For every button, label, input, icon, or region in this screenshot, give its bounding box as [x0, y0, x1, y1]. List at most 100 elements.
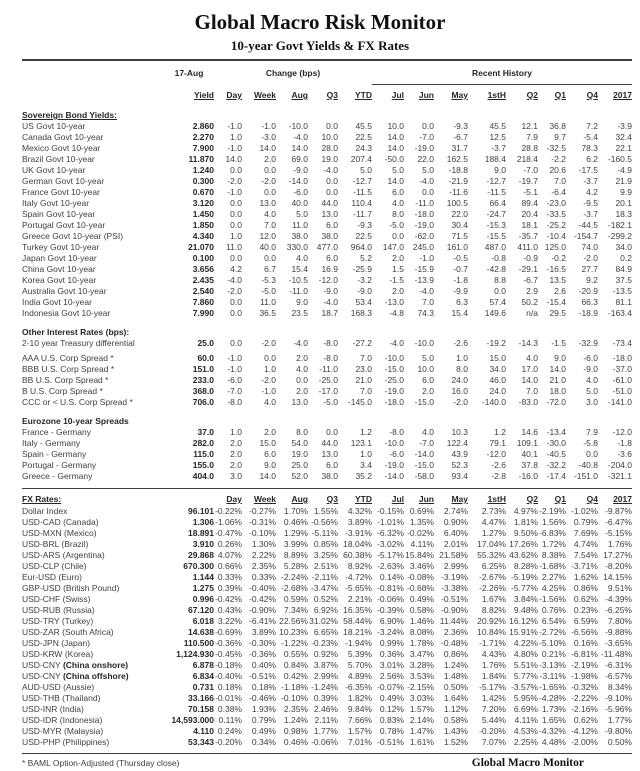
cell: 1.42% [481, 693, 506, 703]
cell: 4.48% [541, 737, 566, 747]
cell: 19.0 [321, 154, 338, 164]
cell: 0.40% [251, 660, 276, 670]
cell: 43.9 [451, 449, 468, 459]
cell: 10.0 [321, 132, 338, 142]
cell: -5.10% [539, 638, 566, 648]
cell: -5.0 [261, 286, 276, 296]
table-row: B U.S. Corp Spread * 368.0 -7.0 -1.0 2.0 -17.… [22, 386, 632, 397]
cell: 4.340 [192, 231, 214, 241]
cell: -32.5 [546, 143, 566, 153]
cell: 13.0 [259, 198, 276, 208]
cell: -1.0 [227, 187, 242, 197]
row-label: B U.S. Corp Spread * [22, 386, 103, 396]
cell: 81.1 [615, 297, 632, 307]
row-label: US Govt 10-year [22, 121, 86, 131]
cell: 13.0 [291, 397, 308, 407]
cell: -0.08% [407, 572, 434, 582]
cell: 7.860 [192, 297, 214, 307]
cell: 21.070 [188, 242, 214, 252]
cell: 79.1 [489, 438, 506, 448]
cell: 45.5 [489, 121, 506, 131]
cell: -2.19% [571, 660, 598, 670]
cell: 0.0 [230, 297, 242, 307]
cell: -0.47% [215, 528, 242, 538]
footnote: * BAML Option-Adjusted (Thursday close) [22, 758, 180, 768]
cell: 34.0 [489, 364, 506, 374]
cell: 40.0 [291, 198, 308, 208]
row-label: USD-TRY (Turkey) [22, 616, 94, 626]
cell: 6.7 [264, 264, 276, 274]
table-row: USD-INR (India) 70.158 0.38% 1.93% 2.35% 2.46… [22, 704, 632, 715]
cell: 78.3 [581, 143, 598, 153]
cell: -42.8 [486, 264, 506, 274]
cell: 4.0 [296, 253, 308, 263]
cell: -16.5 [546, 264, 566, 274]
cell: -2.0 [227, 176, 242, 186]
cell: 66.4 [489, 198, 506, 208]
cell: 38.0 [321, 231, 338, 241]
cell: -3.11% [539, 671, 566, 681]
row-label: USD-CNY (China offshore) [22, 671, 129, 681]
cell: -6.35% [345, 682, 372, 692]
cell: -50.0 [384, 154, 404, 164]
row-label: Indonesia Govt 10-year [22, 308, 111, 318]
cell: -15.0 [384, 364, 404, 374]
cell: 17.0 [521, 364, 538, 374]
cell: -0.06% [311, 737, 338, 747]
cell: 22.0 [451, 209, 468, 219]
cell: 35.2 [355, 471, 372, 481]
cell: 0.50% [443, 682, 468, 692]
cell: -18.9 [578, 308, 598, 318]
cell: 45.5 [355, 121, 372, 131]
cell: -18.8 [448, 165, 468, 175]
cell: -7.0 [227, 386, 242, 396]
cell: 0.12% [379, 704, 404, 714]
cell: -18.0 [414, 209, 434, 219]
cell: -5.1 [523, 187, 538, 197]
cell: -0.06% [377, 594, 404, 604]
cell: 4.43% [481, 649, 506, 659]
cell: 1.76% [607, 539, 632, 549]
cell: n/a [526, 308, 538, 318]
cell: 282.0 [192, 438, 214, 448]
cell: -19.0 [414, 143, 434, 153]
cell: -0.23% [311, 638, 338, 648]
cell: 2.270 [192, 132, 214, 142]
cell: 4.0 [526, 353, 538, 363]
cell: -58.0 [414, 471, 434, 481]
cell: 36.5 [259, 308, 276, 318]
table-row: UK Govt 10-year 1.240 0.0 0.0 -9.0 -4.0 5.0 5.0… [22, 165, 632, 176]
cell: -5.15% [605, 528, 632, 538]
cell: 1.240 [192, 165, 214, 175]
cell: 3.4 [360, 460, 372, 470]
cell: 0.66% [217, 561, 242, 571]
cell: -3.24% [377, 627, 404, 637]
cell: 7.01% [347, 737, 372, 747]
cell: 1.76% [481, 660, 506, 670]
row-label: Australia Govt 10-year [22, 286, 107, 296]
cell: -0.48% [441, 638, 468, 648]
cell: 12.0 [259, 231, 276, 241]
cell: 7.0 [422, 297, 434, 307]
cell: 4.11% [410, 539, 434, 549]
column-header: Jul [391, 494, 404, 504]
cell: -6.7 [453, 132, 468, 142]
cell: 2.74% [443, 506, 468, 516]
row-label: France - Germany [22, 427, 91, 437]
cell: 0.996 [192, 594, 214, 604]
cell: 20.1 [615, 198, 632, 208]
cell: -11.6 [449, 187, 468, 197]
fx-header-row: FX Rates: Day Week Aug Q3 YTD Jul Jun May 1stH Q2 Q… [22, 493, 632, 506]
cell: -4.0 [293, 132, 308, 142]
cell: 2.860 [192, 121, 214, 131]
cell: -0.90% [249, 605, 276, 615]
cell: 4.110 [193, 726, 214, 736]
cell: 1.450 [192, 209, 214, 219]
table-row: BB U.S. Corp Spread * 233.0 -6.0 -2.0 0.0 -25… [22, 375, 632, 386]
cell: -6.83% [539, 528, 566, 538]
cell: -7.0 [523, 165, 538, 175]
cell: 6.0 [392, 187, 404, 197]
cell: -2.0 [453, 397, 468, 407]
cell: 1.47% [409, 726, 434, 736]
cell: -3.7 [583, 209, 598, 219]
